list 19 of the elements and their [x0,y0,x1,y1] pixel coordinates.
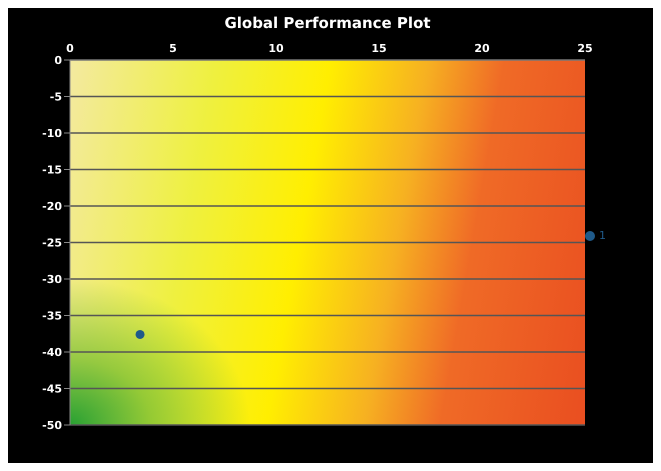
y-tick-label: -20 [42,200,62,213]
y-tick-label: -5 [50,90,62,104]
x-tick-label: 25 [577,42,593,55]
x-tick-label: 10 [268,42,284,55]
x-tick-label: 5 [169,42,177,55]
legend-label: 1 [599,229,606,242]
y-tick-label: -30 [42,272,62,286]
y-tick-label: -45 [42,382,62,396]
y-tick-label: 0 [54,54,62,67]
x-tick-label: 0 [66,42,74,55]
y-tick-label: -35 [42,309,62,322]
y-tick-label: -10 [42,126,62,140]
x-tick-label: 15 [371,42,387,55]
y-tick-label: -40 [42,346,62,359]
x-tick-label: 20 [474,42,490,55]
y-tick-label: -15 [42,163,62,176]
y-tick-label: -50 [42,418,62,432]
chart-title: Global Performance Plot [223,14,432,32]
y-tick-label: -25 [42,236,62,250]
